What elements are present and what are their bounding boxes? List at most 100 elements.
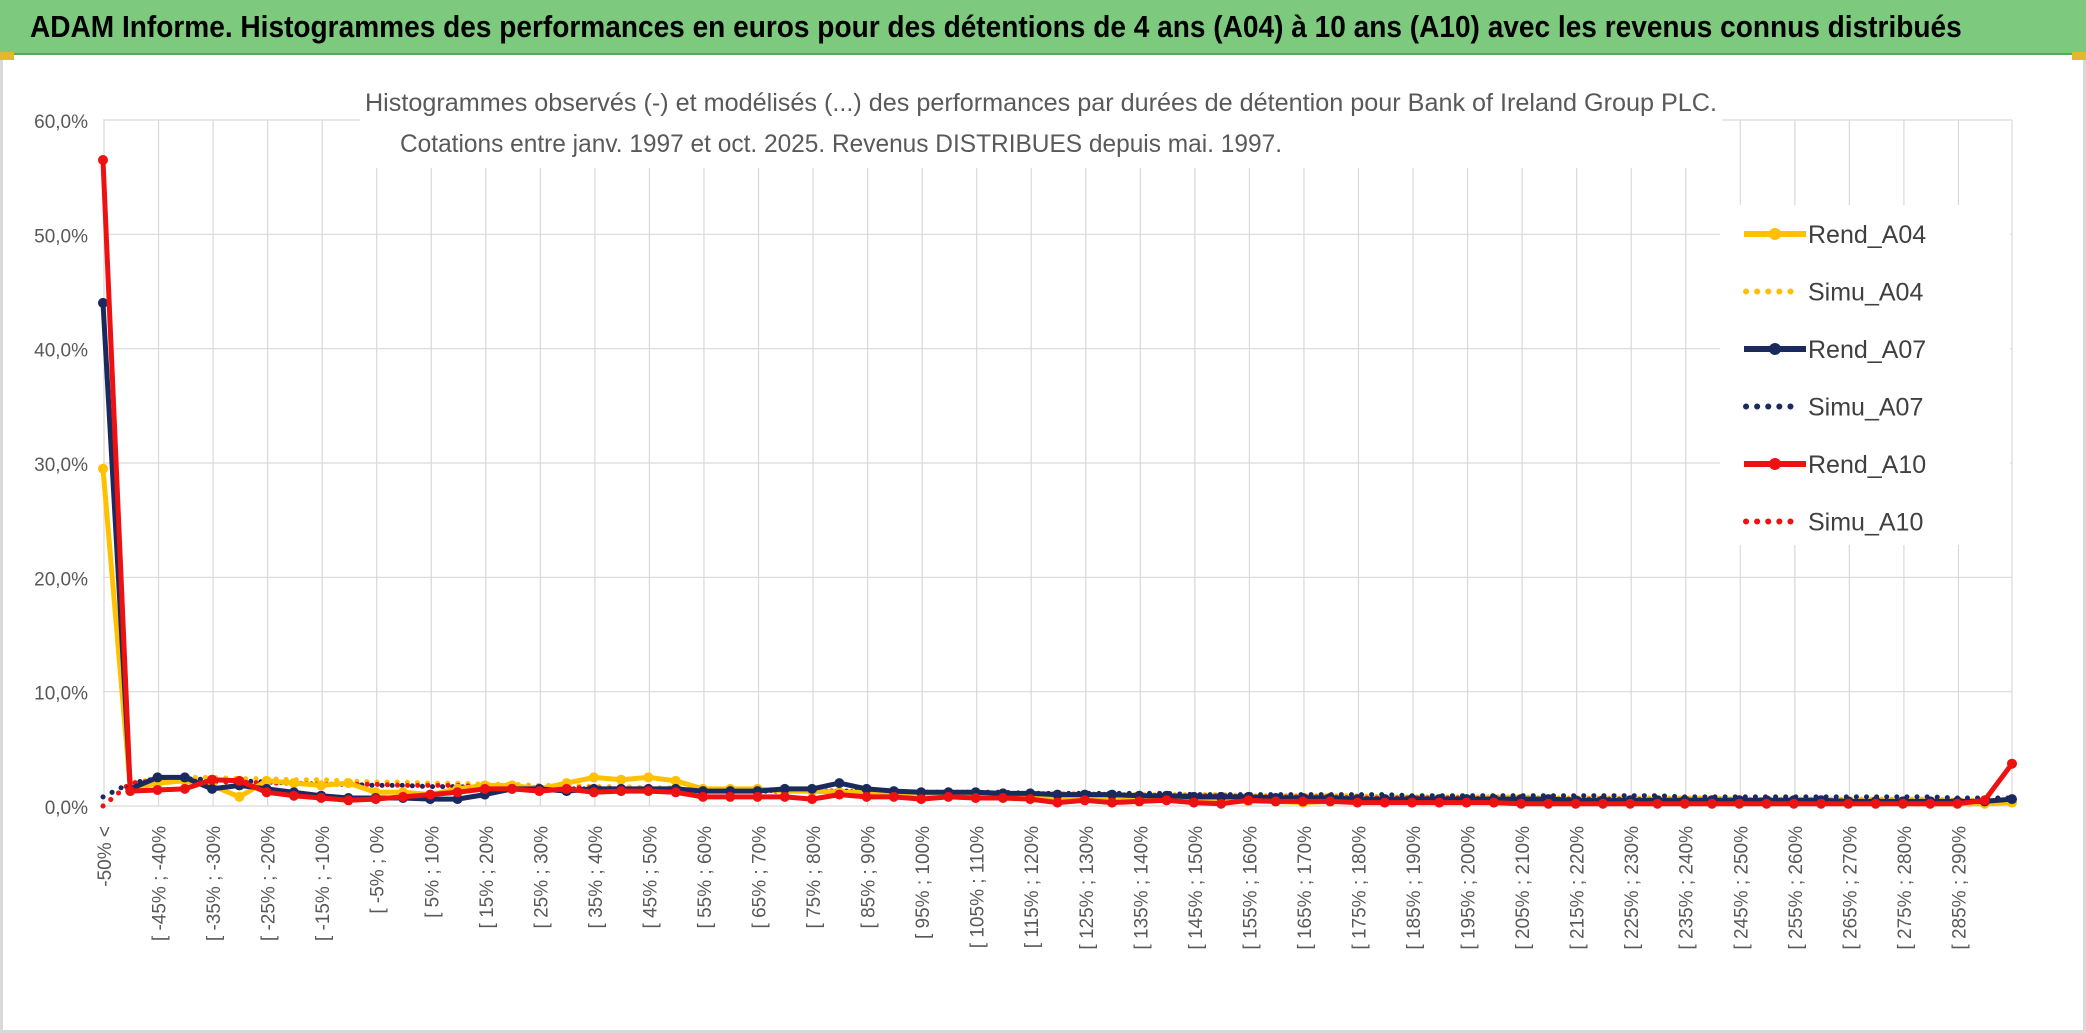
data-point-Rend_A10 xyxy=(1625,798,1636,809)
data-point-Rend_A07 xyxy=(98,297,108,308)
data-point-Rend_A10 xyxy=(1188,797,1199,808)
x-tick-label: [ 225% ; 230% xyxy=(1622,826,1643,950)
legend-item-Simu_A07: Simu_A07 xyxy=(1743,394,1923,422)
data-point-Rend_A07 xyxy=(1107,789,1118,800)
banner-title: ADAM Informe. Histogrammes des performan… xyxy=(30,8,1962,44)
data-point-Rend_A10 xyxy=(343,795,354,806)
data-point-Rend_A10 xyxy=(1461,797,1472,808)
y-tick-label: 20,0% xyxy=(34,569,88,590)
x-tick-label: [ 275% ; 280% xyxy=(1895,826,1916,950)
x-tick-label: [ 65% ; 70% xyxy=(750,826,771,929)
chart-frame xyxy=(0,55,2086,1033)
data-point-Rend_A10 xyxy=(316,792,327,803)
data-point-Rend_A10 xyxy=(152,784,163,795)
data-point-Rend_A04 xyxy=(616,774,627,785)
legend-label: Simu_A04 xyxy=(1808,279,1923,307)
data-point-Rend_A10 xyxy=(1925,798,1936,809)
data-point-Rend_A10 xyxy=(288,790,299,801)
data-point-Rend_A10 xyxy=(98,155,108,166)
legend-marker xyxy=(1769,343,1781,355)
x-tick-label: [ 25% ; 30% xyxy=(531,826,552,929)
chart-title-background xyxy=(360,78,1722,168)
y-tick-label: 0,0% xyxy=(45,798,88,819)
y-tick-label: 40,0% xyxy=(34,341,88,362)
data-point-Rend_A04 xyxy=(288,778,299,789)
x-tick-label: [ 195% ; 200% xyxy=(1459,826,1480,950)
data-point-Rend_A10 xyxy=(561,783,572,794)
x-tick-label: [ 255% ; 260% xyxy=(1786,826,1807,950)
data-point-Rend_A10 xyxy=(534,786,545,797)
legend-label: Rend_A04 xyxy=(1808,221,1926,249)
x-tick-label: [ -25% ; -20% xyxy=(259,826,280,941)
data-point-Rend_A10 xyxy=(670,787,681,798)
data-point-Rend_A10 xyxy=(943,791,954,802)
legend-background xyxy=(1720,205,2010,545)
data-point-Rend_A07 xyxy=(861,783,872,794)
x-tick-label: [ 125% ; 130% xyxy=(1077,826,1098,950)
x-tick-label: [ 205% ; 210% xyxy=(1513,826,1534,950)
data-point-Rend_A10 xyxy=(1243,795,1254,806)
x-tick-label: [ 175% ; 180% xyxy=(1349,826,1370,950)
data-point-Rend_A10 xyxy=(834,789,845,800)
legend-item-Rend_A07: Rend_A07 xyxy=(1744,336,1926,364)
x-tick-label: [ -15% ; -10% xyxy=(313,826,334,941)
data-point-Rend_A10 xyxy=(1134,796,1145,807)
data-point-Rend_A10 xyxy=(1025,794,1036,805)
data-point-Rend_A10 xyxy=(1325,796,1336,807)
data-point-Rend_A07 xyxy=(1216,791,1227,802)
data-point-Rend_A10 xyxy=(588,787,599,798)
y-tick-label: 60,0% xyxy=(34,112,88,133)
x-tick-label: [ -35% ; -30% xyxy=(204,826,225,941)
data-point-Rend_A10 xyxy=(1107,797,1118,808)
data-point-Rend_A07 xyxy=(834,778,845,789)
data-point-Rend_A10 xyxy=(997,792,1008,803)
data-point-Rend_A10 xyxy=(1297,796,1308,807)
data-point-Rend_A04 xyxy=(234,791,245,802)
data-point-Rend_A10 xyxy=(1952,798,1963,809)
data-point-Rend_A10 xyxy=(207,774,218,785)
data-point-Rend_A07 xyxy=(152,772,163,783)
data-point-Rend_A10 xyxy=(807,794,818,805)
x-tick-label: [ 5% ; 10% xyxy=(422,826,443,918)
data-point-Rend_A04 xyxy=(316,780,327,791)
data-point-Rend_A07 xyxy=(2007,794,2017,805)
data-point-Rend_A10 xyxy=(261,787,272,798)
x-axis: -50% < [ -45% ; -40% [ -35% ; -30% [ -25% ;… xyxy=(95,826,1970,950)
data-point-Rend_A10 xyxy=(370,794,381,805)
x-tick-label: [ 115% ; 120% xyxy=(1022,826,1043,948)
data-point-Rend_A10 xyxy=(1816,798,1827,809)
data-point-Rend_A10 xyxy=(1052,797,1063,808)
chart-title-block: Histogrammes observés (-) et modélisés (… xyxy=(360,78,1722,168)
data-point-Rend_A10 xyxy=(1407,797,1418,808)
data-point-Rend_A10 xyxy=(1788,798,1799,809)
legend-item-Rend_A04: Rend_A04 xyxy=(1744,221,1926,249)
data-point-Rend_A07 xyxy=(779,783,790,794)
x-tick-label: [ 75% ; 80% xyxy=(804,826,825,929)
x-tick-label: [ 165% ; 170% xyxy=(1295,826,1316,950)
data-point-Rend_A10 xyxy=(125,786,136,797)
x-tick-label: [ 285% ; 290% xyxy=(1949,826,1970,950)
series-layer xyxy=(98,155,2017,809)
series-Rend_A10 xyxy=(98,155,2017,809)
data-point-Rend_A10 xyxy=(1161,795,1172,806)
data-point-Rend_A10 xyxy=(697,791,708,802)
data-point-Rend_A10 xyxy=(1870,798,1881,809)
data-point-Rend_A04 xyxy=(343,778,354,789)
x-tick-label: [ 35% ; 40% xyxy=(586,826,607,929)
x-tick-label: [ 135% ; 140% xyxy=(1131,826,1152,950)
data-point-Rend_A10 xyxy=(1761,798,1772,809)
y-tick-label: 50,0% xyxy=(34,226,88,247)
data-point-Rend_A10 xyxy=(1543,798,1554,809)
legend-item-Rend_A10: Rend_A10 xyxy=(1744,451,1926,479)
data-point-Rend_A10 xyxy=(1679,798,1690,809)
data-point-Rend_A10 xyxy=(179,783,190,794)
data-point-Rend_A10 xyxy=(1488,797,1499,808)
data-point-Rend_A10 xyxy=(479,783,490,794)
corner-mark-right xyxy=(2072,52,2086,60)
data-point-Rend_A10 xyxy=(861,791,872,802)
data-point-Rend_A04 xyxy=(261,775,272,786)
x-tick-label: [ 95% ; 100% xyxy=(913,826,934,939)
data-point-Rend_A10 xyxy=(1734,798,1745,809)
data-point-Rend_A10 xyxy=(1216,798,1227,809)
